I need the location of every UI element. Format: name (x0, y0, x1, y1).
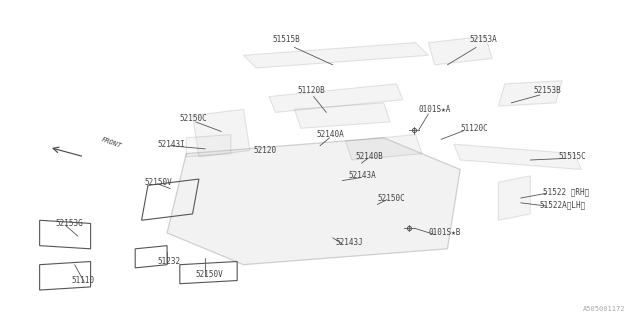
Text: 51515C: 51515C (559, 152, 587, 161)
Polygon shape (294, 103, 390, 128)
Polygon shape (186, 135, 231, 157)
Text: 0101S★A: 0101S★A (419, 105, 451, 114)
Text: 52153B: 52153B (534, 86, 561, 95)
Polygon shape (244, 43, 428, 68)
Text: 51232: 51232 (157, 257, 180, 266)
Text: 52143A: 52143A (349, 172, 376, 180)
Text: 52143I: 52143I (157, 140, 185, 148)
Polygon shape (346, 135, 422, 160)
Polygon shape (167, 138, 460, 265)
Text: 52120: 52120 (253, 146, 276, 155)
Text: 51522A〈LH〉: 51522A〈LH〉 (540, 200, 586, 209)
Text: 51515B: 51515B (272, 35, 300, 44)
Polygon shape (499, 81, 562, 106)
Text: 52150V: 52150V (145, 178, 173, 187)
Text: 0101S★B: 0101S★B (428, 228, 461, 237)
Text: 51120C: 51120C (460, 124, 488, 133)
Text: 51110: 51110 (72, 276, 95, 285)
Text: 52150V: 52150V (196, 270, 223, 279)
Text: 52150C: 52150C (180, 114, 207, 123)
Text: 52140B: 52140B (355, 152, 383, 161)
Text: 52153G: 52153G (56, 219, 83, 228)
Polygon shape (269, 84, 403, 112)
Text: 52143J: 52143J (336, 238, 364, 247)
Text: 52150C: 52150C (378, 194, 405, 203)
Polygon shape (454, 144, 581, 170)
Polygon shape (193, 109, 250, 157)
Text: 52153A: 52153A (470, 35, 497, 44)
Polygon shape (428, 36, 492, 65)
Text: A505001172: A505001172 (584, 306, 626, 312)
Polygon shape (499, 176, 531, 220)
Text: 51522 〈RH〉: 51522 〈RH〉 (543, 187, 589, 196)
Text: 51120B: 51120B (298, 86, 326, 95)
Text: 52140A: 52140A (317, 130, 344, 139)
Text: FRONT: FRONT (100, 136, 122, 149)
